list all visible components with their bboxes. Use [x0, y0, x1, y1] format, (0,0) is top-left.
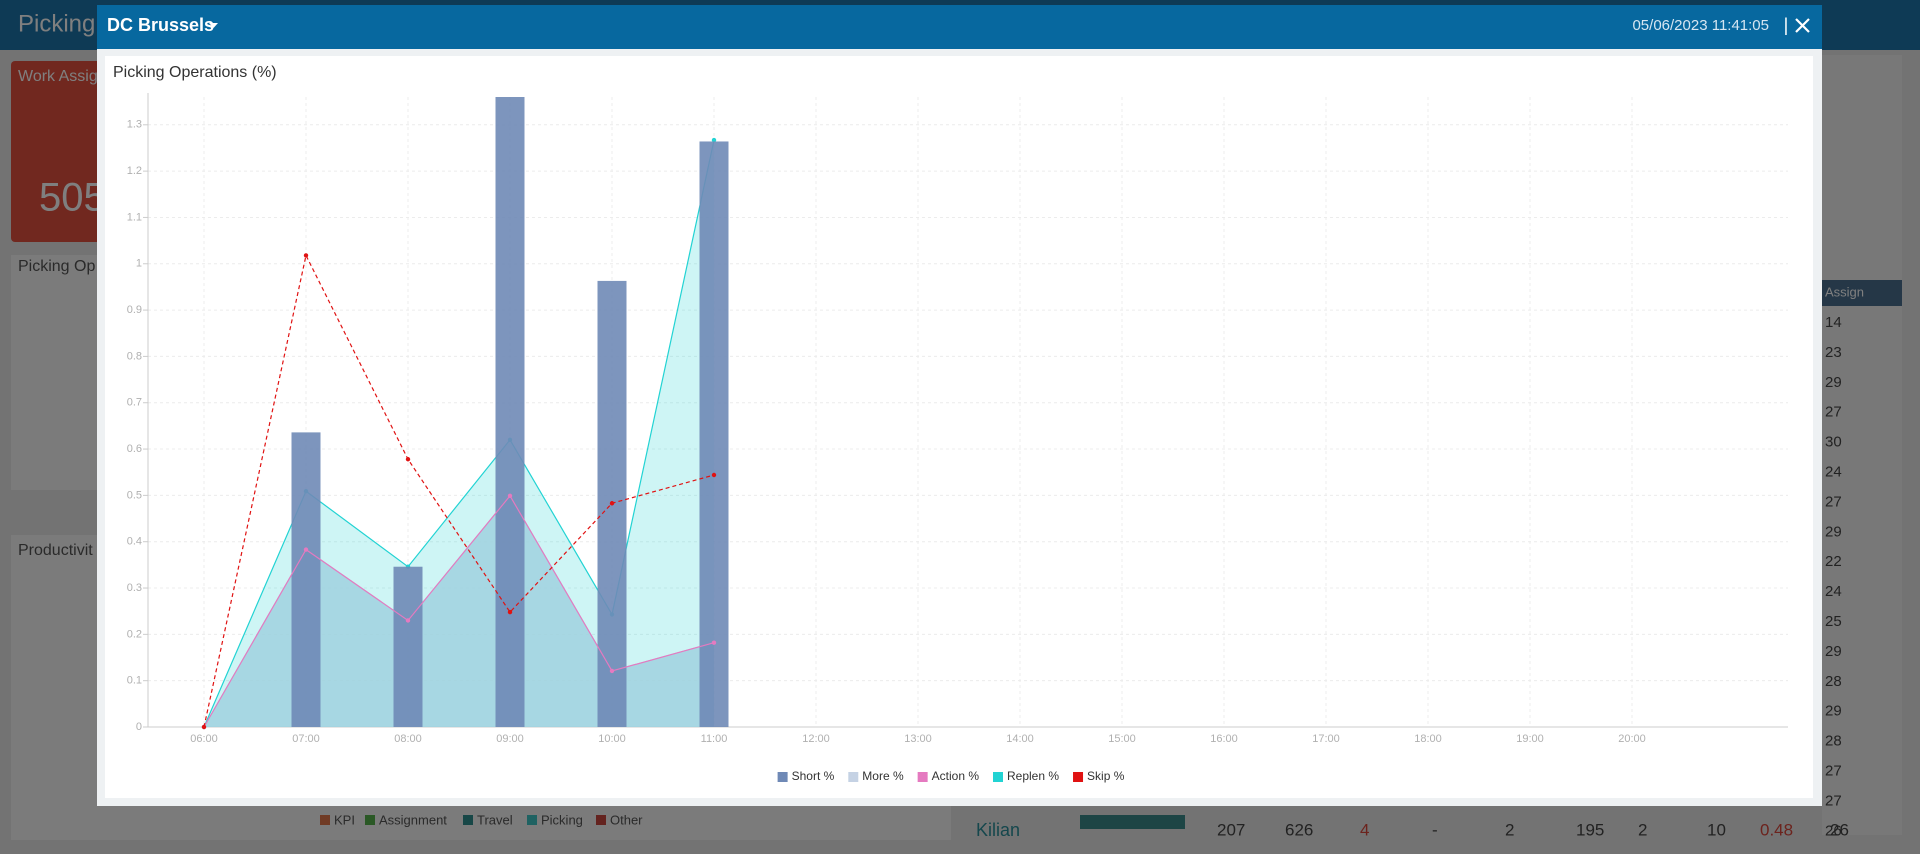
point	[201, 724, 207, 730]
y-tick-label: 0.6	[127, 443, 142, 455]
y-tick-label: 1.3	[127, 119, 142, 131]
point	[609, 501, 615, 506]
legend-label: Skip %	[1087, 769, 1125, 783]
legend-swatch	[1073, 772, 1084, 782]
chart: 0 0.1 0.2 0.3 0.4 0.5 0.6 0.7 0.8 0.9 1 1.1 1.2 1.3 06…	[127, 93, 1788, 783]
x-tick-label: 07:00	[292, 733, 320, 745]
legend-swatch	[777, 772, 788, 782]
y-tick-label: 1.1	[127, 211, 142, 223]
close-icon[interactable]	[1795, 18, 1810, 33]
point	[405, 618, 411, 623]
y-tick-label: 0.9	[127, 304, 142, 316]
modal-title[interactable]: DC Brussels	[107, 15, 214, 35]
legend-swatch	[917, 772, 928, 782]
y-tick-label: 0	[136, 721, 142, 733]
y-tick-label: 0.8	[127, 350, 142, 362]
separator: |	[1784, 15, 1789, 35]
x-tick-label: 10:00	[598, 733, 626, 745]
x-tick-label: 19:00	[1516, 733, 1544, 745]
legend-label: Action %	[932, 769, 980, 783]
area-fill	[204, 495, 714, 727]
chart-title: Picking Operations (%)	[113, 64, 277, 81]
bar	[291, 432, 321, 727]
y-tick-label: 0.1	[127, 675, 142, 687]
bar	[699, 141, 729, 727]
y-tick-label: 0.2	[127, 628, 142, 640]
point	[303, 547, 309, 552]
point	[609, 668, 615, 674]
modal-header	[97, 5, 1822, 49]
legend-swatch	[848, 772, 859, 782]
point	[711, 137, 717, 143]
y-tick-label: 0.5	[127, 489, 142, 501]
area-fill	[204, 140, 714, 728]
x-tick-label: 16:00	[1210, 733, 1238, 745]
y-tick-label: 0.3	[127, 582, 142, 594]
legend-label: More %	[862, 769, 904, 783]
point	[405, 457, 411, 462]
x-tick-label: 09:00	[496, 733, 524, 745]
x-tick-label: 12:00	[802, 733, 830, 745]
series-line	[203, 139, 715, 728]
legend-label: Short %	[792, 769, 835, 783]
x-tick-label: 17:00	[1312, 733, 1340, 745]
x-tick-label: 11:00	[701, 733, 728, 745]
y-tick-label: 1	[136, 258, 142, 270]
point	[711, 472, 717, 478]
modal-datetime: 05/06/2023 11:41:05	[1632, 17, 1769, 34]
y-tick-label: 0.4	[127, 536, 142, 548]
y-tick-label: 0.7	[127, 397, 142, 409]
x-tick-label: 20:00	[1618, 733, 1646, 745]
x-tick-label: 06:00	[190, 733, 218, 745]
close-button[interactable]	[1795, 18, 1810, 33]
legend-swatch	[993, 772, 1003, 782]
point	[507, 493, 513, 499]
bar	[393, 566, 423, 727]
bar	[495, 97, 525, 727]
legend-label: Replen %	[1007, 769, 1059, 783]
x-tick-label: 18:00	[1414, 733, 1442, 745]
x-tick-label: 15:00	[1108, 733, 1136, 745]
y-tick-label: 1.2	[127, 165, 142, 177]
x-tick-label: 13:00	[904, 733, 932, 745]
x-tick-label: 08:00	[394, 733, 422, 745]
point	[507, 609, 513, 615]
series-line	[203, 253, 715, 728]
series-line	[203, 494, 715, 728]
x-tick-label: 14:00	[1006, 733, 1034, 745]
point	[303, 253, 309, 258]
dropdown-caret[interactable]	[209, 23, 218, 28]
legend: Short % More % Action % Replen % Skip %	[777, 769, 1125, 783]
point	[711, 640, 717, 645]
